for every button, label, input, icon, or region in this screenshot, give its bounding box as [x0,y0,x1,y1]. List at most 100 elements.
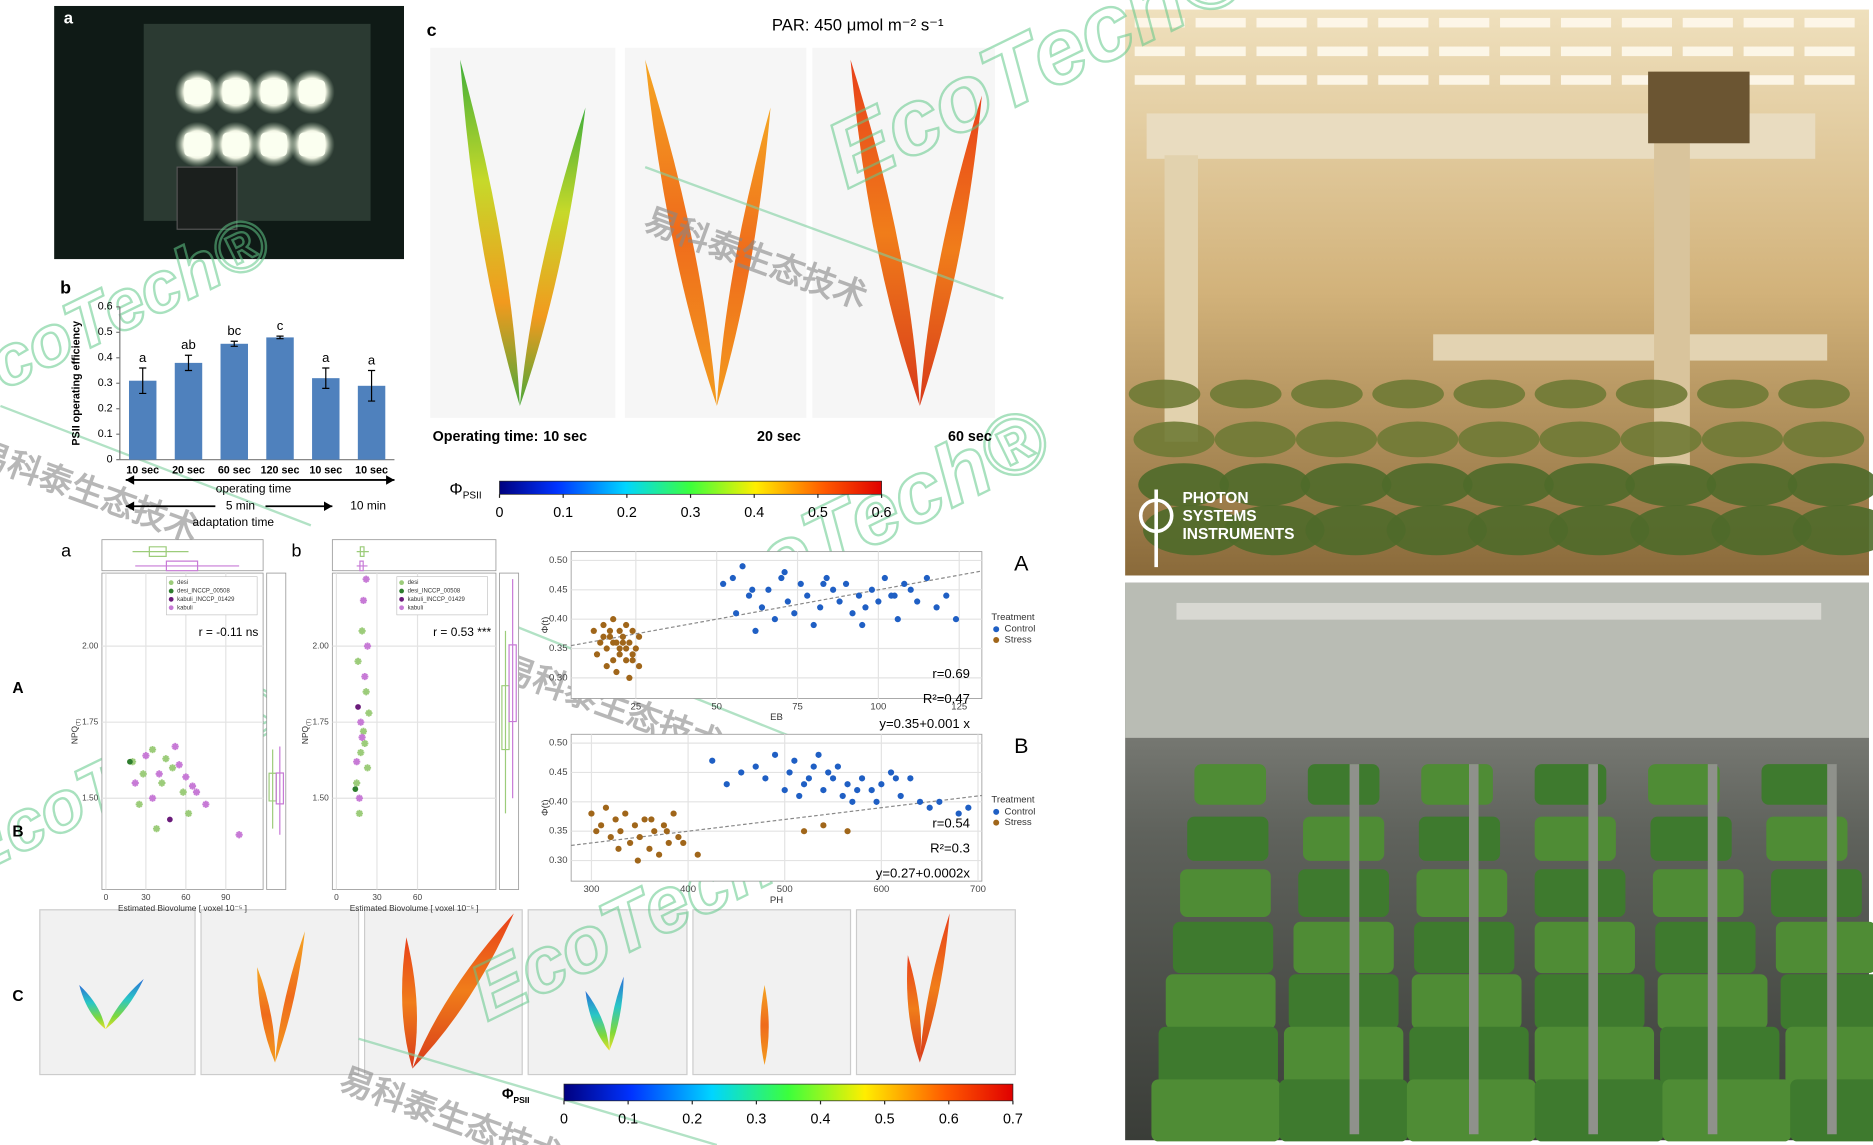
x-axis-title: PH [770,895,783,906]
point [610,616,617,623]
point [612,816,619,823]
point [660,822,668,829]
point [162,755,170,763]
panel-label: a [64,9,74,28]
point [752,763,759,770]
gantry-beam [1433,334,1828,361]
plant [1143,505,1244,556]
ceiling-light [1804,75,1855,85]
y-tick-label: 0.4 [98,352,113,364]
point [598,822,605,829]
time-value: 20 sec [757,429,801,445]
point [791,757,798,764]
point [629,657,636,664]
margin-box [132,546,189,557]
legend-swatch [399,588,404,594]
point [357,718,365,726]
y-axis-title: NPQ(T) [300,718,312,744]
plant-tray [1414,921,1515,974]
plant-tray [1172,921,1274,974]
significance-label: a [139,350,147,365]
ceiling-light [1134,17,1185,28]
plot-area [101,572,264,890]
leaf [645,59,717,406]
colorbar-tick-label: 0.2 [682,1112,702,1128]
lamp [222,79,249,104]
panel-label: c [427,20,437,40]
plant-tray [1662,1079,1792,1142]
y-tick-label: 0.45 [549,767,568,778]
point [606,633,614,640]
ceiling-light [1621,17,1672,28]
point [635,663,643,670]
row-label: B [12,823,23,840]
point [797,580,804,588]
plant [1224,505,1325,556]
point [823,574,830,582]
sample-holder [176,166,238,230]
y-tick-label: 0.35 [549,643,568,654]
point [635,633,643,640]
point [626,639,633,646]
plant-tray [1534,816,1616,861]
y-axis-title-text: NPQ [300,725,310,744]
y-axis-title-subscript: (T) [306,718,312,726]
plant [1372,379,1444,409]
panel-label: a [61,540,71,560]
colorbar-tick-label: 0 [496,505,504,521]
x-tick-label: 700 [970,884,986,895]
ceiling-light [1439,17,1490,28]
plot-area [570,733,983,882]
period-label: 5 min [226,498,255,512]
plant [1615,379,1688,409]
significance-label: bc [227,323,241,338]
logo [1138,489,1174,568]
fit-annotation: R²=0.3 [930,840,970,855]
point [907,775,914,782]
legend-label: Control [1005,624,1036,635]
x-tick-label: 600 [873,884,889,895]
point [155,770,163,778]
y-axis-title: PSII operating efficiency [71,321,83,446]
legend-label: desi_INCCP_00508 [408,589,461,595]
point [854,786,861,794]
fit-annotation: y=0.35+0.001 x [879,716,970,731]
plant-tray [1534,921,1635,974]
colorbar-tick-label: 0.7 [1003,1112,1023,1128]
colorbar-tick-label: 0.3 [681,505,701,521]
point [752,627,759,635]
point [603,663,610,670]
colorbar-tick-label: 0.6 [939,1112,959,1128]
y-tick-label: 0.2 [98,403,113,415]
plant-tray [1534,869,1626,917]
y-tick-label: 0.1 [98,428,113,440]
point [873,798,880,805]
point [603,645,610,652]
point [358,627,366,635]
point [749,586,756,593]
plant [1209,379,1282,409]
point [738,769,745,776]
plant-tray [1165,974,1276,1030]
lamp [222,132,249,157]
logo-text: PHOTON [1182,490,1248,507]
leaf [919,913,950,1063]
x-axis-title: Estimated Biovolume [ voxel 10⁻⁵ ] [118,903,247,913]
x-tick-label: 30 [141,892,151,902]
significance-label: a [322,350,330,365]
point [800,781,808,788]
margin-box [356,546,369,557]
plant-tray [1283,1026,1404,1086]
plant [1295,421,1378,458]
point [365,709,373,717]
point [897,792,904,800]
point [188,782,197,790]
legend-label: kabuli [408,605,424,611]
leaf [105,979,144,1030]
point [844,781,851,788]
point [916,798,924,805]
plant-tray [1307,764,1380,805]
legend-swatch [399,605,404,611]
point [610,657,617,664]
legend-label: Control [1005,806,1036,817]
